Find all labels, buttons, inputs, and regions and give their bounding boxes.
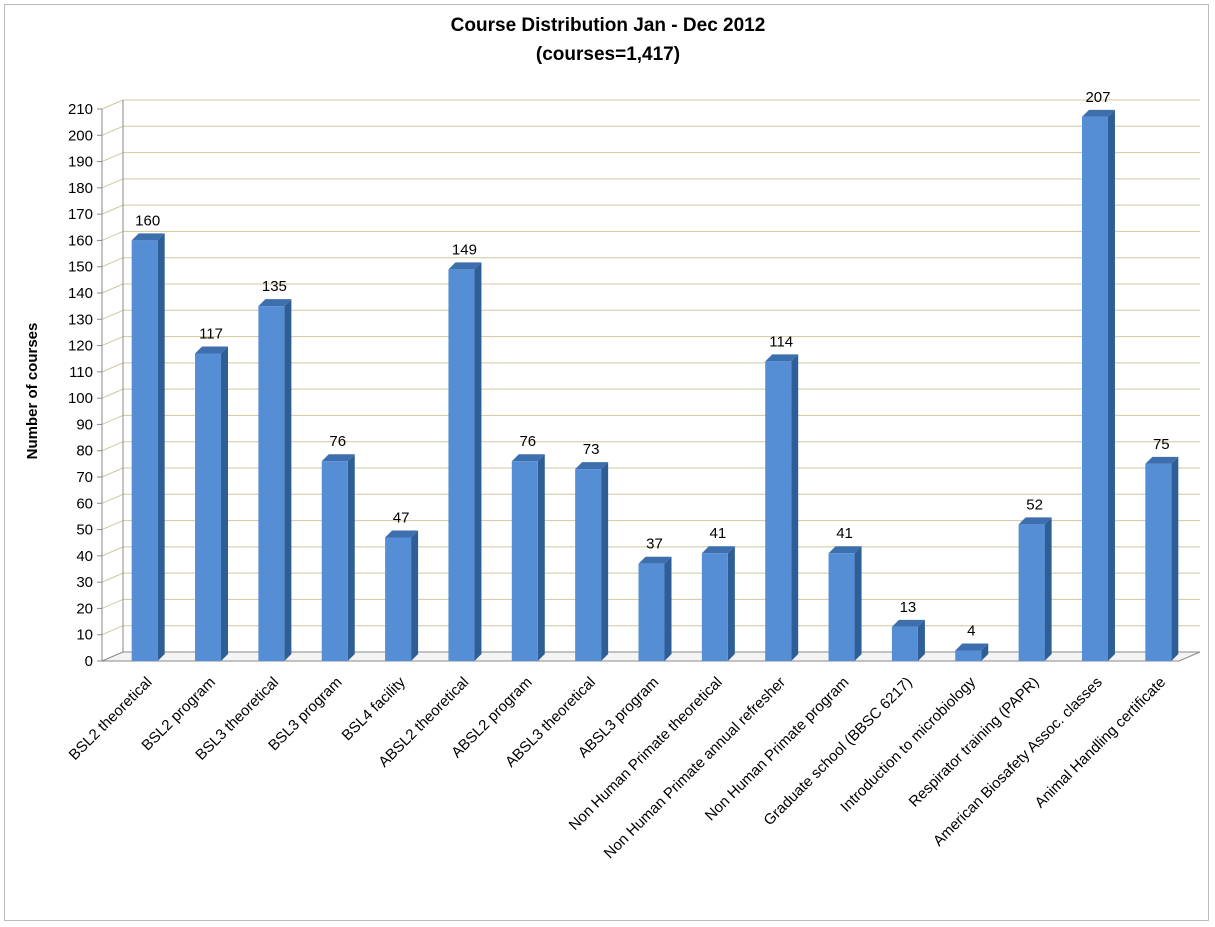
data-label: 160 (135, 212, 160, 229)
bar (1081, 109, 1115, 661)
data-label: 41 (836, 525, 853, 542)
data-label: 117 (199, 325, 223, 342)
chart-frame: 160 117 135 76 47 149 76 73 37 41 114 41 13 4 52 207 75 … (4, 4, 1209, 921)
bar (511, 454, 545, 661)
y-tick-label: 160 (68, 232, 93, 249)
y-tick-label: 170 (68, 206, 93, 223)
chart-title: Course Distribution Jan - Dec 2012 (451, 15, 766, 36)
data-label: 75 (1153, 436, 1170, 453)
y-tick-label: 100 (68, 390, 93, 407)
bar (448, 262, 482, 661)
bar (321, 454, 355, 661)
y-tick-label: 150 (68, 259, 93, 276)
data-label: 149 (452, 241, 477, 258)
gridline (101, 336, 1200, 347)
data-label: 47 (393, 509, 410, 526)
chart-subtitle: (courses=1,417) (536, 44, 680, 65)
gridline (101, 230, 1200, 241)
bar (891, 619, 925, 661)
gridline (101, 414, 1200, 425)
gridline (101, 362, 1200, 373)
y-tick-label: 50 (76, 522, 93, 539)
data-label: 13 (900, 599, 917, 616)
y-tick-label: 190 (68, 154, 93, 171)
data-label: 4 (967, 622, 975, 639)
data-label: 41 (710, 525, 727, 542)
y-tick-labels: 0 10 20 30 40 50 60 70 80 90 100 110 120 130 140 150 160… (68, 101, 93, 670)
y-tick-label: 210 (68, 101, 93, 118)
y-tick-label: 110 (69, 364, 93, 381)
gridline (101, 388, 1200, 399)
x-tick-label: BSL2 theoretical (66, 674, 156, 764)
bar (131, 233, 165, 661)
data-labels: 160 117 135 76 47 149 76 73 37 41 114 41 13 4 52 207 75 (135, 89, 1170, 640)
bars (131, 109, 1179, 661)
y-tick-label: 40 (76, 548, 93, 565)
data-label: 114 (769, 333, 793, 350)
y-axis-label: Number of courses (24, 323, 41, 460)
y-tick-label: 90 (76, 416, 93, 433)
bar (1145, 456, 1179, 661)
y-tick-label: 140 (68, 285, 93, 302)
bar (638, 556, 672, 661)
y-tick-label: 0 (85, 653, 93, 670)
y-tick-label: 80 (76, 443, 93, 460)
y-tick-label: 30 (76, 574, 93, 591)
bar (1018, 517, 1052, 661)
gridline (101, 152, 1200, 163)
x-tick-label: Introduction to microbiology (837, 673, 979, 815)
gridline (101, 125, 1200, 136)
gridline (101, 493, 1200, 504)
y-tick-label: 120 (68, 338, 93, 355)
gridline (101, 309, 1200, 320)
y-tick-label: 130 (68, 311, 93, 328)
y-tick-label: 10 (76, 627, 93, 644)
data-label: 76 (519, 433, 536, 450)
gridline (101, 178, 1200, 189)
gridline (101, 441, 1200, 452)
bar (955, 643, 989, 661)
data-label: 73 (583, 441, 600, 458)
x-tick-label: Respirator training (PAPR) (906, 674, 1043, 811)
y-tick-label: 60 (76, 495, 93, 512)
y-tick-label: 180 (68, 180, 93, 197)
gridline (101, 204, 1200, 215)
bar (701, 546, 735, 661)
gridline (101, 283, 1200, 294)
x-tick-label: Animal Handling certificate (1032, 674, 1170, 812)
data-label: 135 (262, 278, 287, 295)
gridline (101, 520, 1200, 531)
data-label: 207 (1085, 89, 1110, 106)
data-label: 52 (1026, 496, 1043, 513)
y-tick-label: 200 (68, 127, 93, 144)
bar (258, 299, 292, 661)
bar (828, 546, 862, 661)
bar (575, 462, 609, 661)
bar (765, 354, 799, 661)
gridline (101, 99, 1200, 110)
data-label: 76 (329, 433, 346, 450)
bar (385, 530, 419, 661)
bar (195, 346, 229, 661)
data-label: 37 (646, 536, 663, 553)
y-tick-label: 70 (76, 469, 93, 486)
x-tick-label: BSL4 facility (339, 673, 410, 744)
gridline (101, 467, 1200, 478)
gridline (101, 257, 1200, 268)
y-tick-label: 20 (76, 600, 93, 617)
